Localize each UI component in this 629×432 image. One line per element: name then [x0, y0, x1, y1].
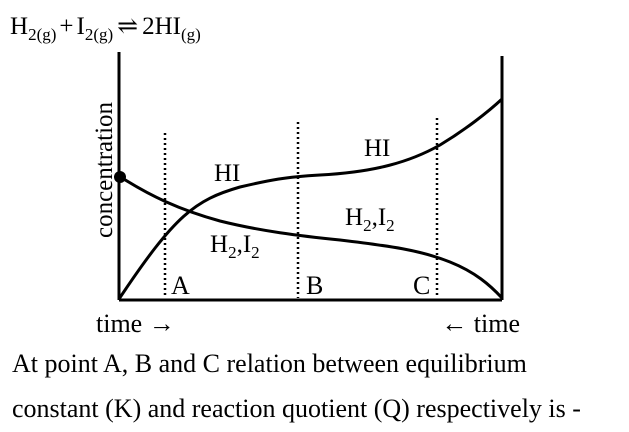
question-line-2: constant (K) and reaction quotient (Q) r…	[12, 394, 581, 423]
eq-reactant-1-sub: 2(g)	[28, 25, 56, 44]
x-label-left: time →	[96, 309, 175, 338]
question-line-1: At point A, B and C relation between equ…	[12, 349, 527, 378]
eq-product-sub: (g)	[181, 25, 201, 44]
label-hi-left: HI	[214, 160, 240, 187]
y-axis-label: concentration	[91, 101, 118, 238]
reaction-equation: H2(g) + I2(g) ⇌ 2HI(g)	[10, 13, 201, 44]
eq-reactant-2-sub: 2(g)	[85, 25, 113, 44]
label-h2i2-left: H2,I2	[210, 231, 260, 262]
eq-plus: +	[59, 13, 73, 40]
initial-concentration-dot	[114, 171, 126, 183]
h2-i2-curve	[118, 174, 504, 300]
eq-reactant-1: H	[10, 13, 28, 40]
eq-reactant-2: I	[77, 13, 85, 40]
label-hi-right: HI	[364, 135, 390, 162]
hi-curve	[117, 97, 504, 300]
point-label-a: A	[171, 271, 190, 300]
label-h2i2-right: H2,I2	[345, 204, 395, 235]
eq-product: 2HI	[142, 13, 181, 40]
eq-arrow: ⇌	[117, 13, 138, 40]
point-label-b: B	[306, 271, 323, 300]
x-label-right: ← time	[441, 309, 520, 338]
point-label-c: C	[413, 271, 430, 300]
